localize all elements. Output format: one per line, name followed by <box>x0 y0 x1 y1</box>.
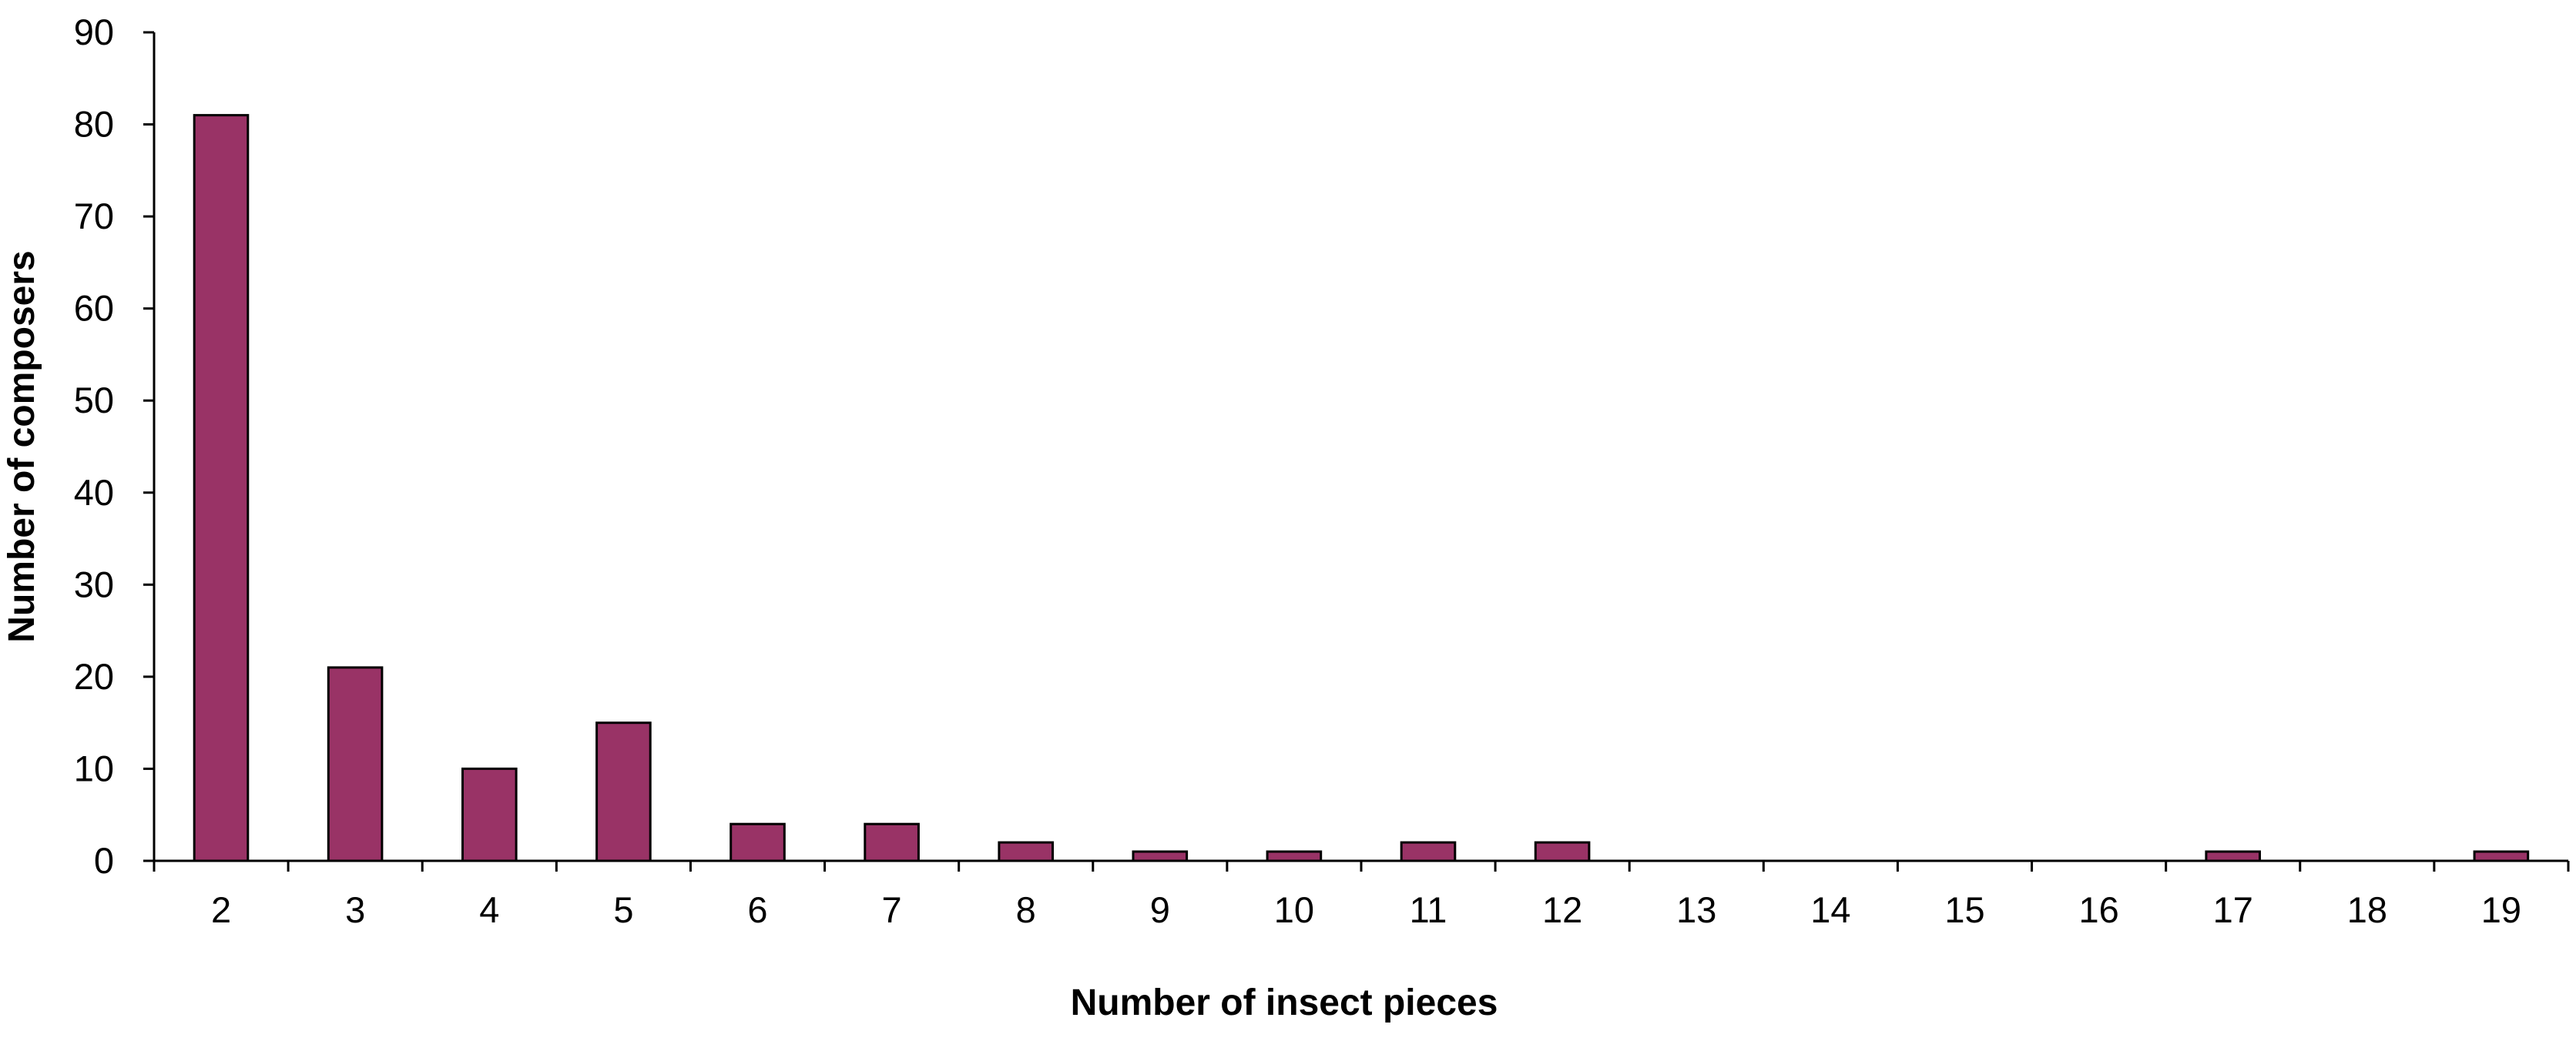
labels-layer: 0 10 20 30 40 50 60 70 80 90 2 3 4 5 6 7 8 9 10 11 12 13 14 15 1… <box>74 12 2521 930</box>
y-tick-label-20: 20 <box>74 656 114 697</box>
x-tick-label-10: 10 <box>1274 889 1314 930</box>
bar-17 <box>2205 850 2261 862</box>
x-tick-label-15: 15 <box>1944 889 1984 930</box>
x-tick-label-7: 7 <box>882 889 902 930</box>
x-tick-label-5: 5 <box>613 889 633 930</box>
y-tick-label-50: 50 <box>74 380 114 420</box>
bar-4 <box>461 767 518 862</box>
bar-19 <box>2473 850 2530 862</box>
x-tick-label-8: 8 <box>1016 889 1036 930</box>
y-tick-label-60: 60 <box>74 288 114 329</box>
x-tick-label-4: 4 <box>479 889 499 930</box>
x-axis-title: Number of insect pieces <box>1071 982 1498 1023</box>
x-tick-label-13: 13 <box>1676 889 1716 930</box>
x-tick-label-11: 11 <box>1410 889 1447 930</box>
y-tick-label-0: 0 <box>94 840 114 881</box>
bar-11 <box>1400 841 1457 862</box>
bars-layer <box>193 114 2530 862</box>
x-tick-label-16: 16 <box>2078 889 2118 930</box>
y-tick-label-80: 80 <box>74 104 114 145</box>
bar-8 <box>998 841 1055 862</box>
x-tick-label-12: 12 <box>1542 889 1582 930</box>
bar-6 <box>730 822 786 862</box>
y-tick-label-30: 30 <box>74 564 114 604</box>
x-tick-label-18: 18 <box>2347 889 2387 930</box>
x-tick-label-14: 14 <box>1810 889 1850 930</box>
y-tick-label-90: 90 <box>74 12 114 52</box>
x-tick-label-3: 3 <box>345 889 365 930</box>
y-tick-label-10: 10 <box>74 748 114 788</box>
y-tick-label-40: 40 <box>74 472 114 513</box>
bar-12 <box>1534 841 1591 862</box>
axes-layer <box>143 31 2570 872</box>
bar-2 <box>193 114 250 862</box>
bar-3 <box>327 666 384 862</box>
y-tick-label-70: 70 <box>74 196 114 236</box>
x-tick-label-9: 9 <box>1150 889 1170 930</box>
bar-9 <box>1132 850 1189 862</box>
bar-5 <box>595 721 652 862</box>
bar-7 <box>864 822 920 862</box>
x-tick-label-17: 17 <box>2213 889 2253 930</box>
x-tick-label-2: 2 <box>211 889 231 930</box>
x-tick-label-6: 6 <box>747 889 767 930</box>
y-axis-title: Number of composers <box>2 250 42 642</box>
x-tick-label-19: 19 <box>2481 889 2521 930</box>
bar-10 <box>1266 850 1323 862</box>
